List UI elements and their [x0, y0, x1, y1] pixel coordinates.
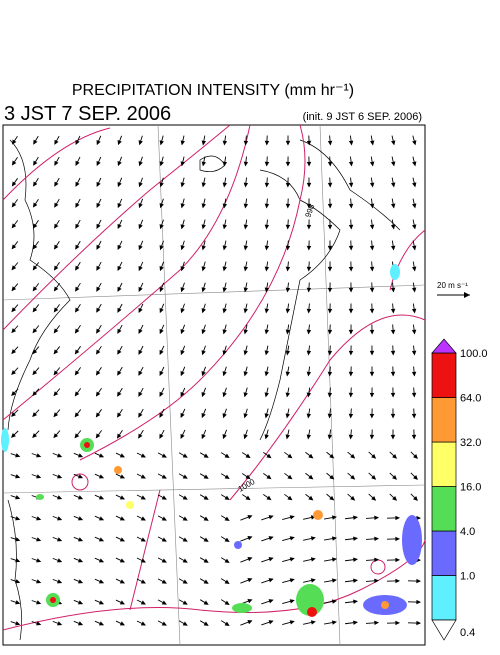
- colorbar-segment: [432, 353, 456, 398]
- colorbar-label: 16.0: [460, 482, 481, 494]
- colorbar: 0.4 1.0 4.0 16.0 32.0 64.0 100.0: [432, 339, 488, 640]
- colorbar-segment: [432, 576, 456, 621]
- reference-vector-label: 20 m s⁻¹: [437, 281, 468, 290]
- colorbar-segment: [432, 442, 456, 487]
- colorbar-label: 64.0: [460, 393, 481, 405]
- colorbar-segment: [432, 531, 456, 576]
- reference-vector: 20 m s⁻¹: [437, 281, 470, 298]
- colorbar-segment: [432, 398, 456, 443]
- map-title: PRECIPITATION INTENSITY (mm hr⁻¹): [72, 82, 354, 99]
- colorbar-label: 32.0: [460, 437, 481, 449]
- map: 996 1000: [1, 125, 425, 645]
- map-frame: [3, 125, 425, 645]
- colorbar-under: [432, 620, 456, 640]
- init-time: (init. 9 JST 6 SEP. 2006): [303, 111, 422, 123]
- colorbar-segment: [432, 487, 456, 532]
- colorbar-label: 1.0: [460, 571, 475, 583]
- colorbar-label: 100.0: [460, 348, 488, 360]
- colorbar-label: 4.0: [460, 526, 475, 538]
- valid-time: 3 JST 7 SEP. 2006: [4, 103, 171, 125]
- colorbar-label: 0.4: [460, 627, 475, 639]
- colorbar-over: [432, 339, 456, 353]
